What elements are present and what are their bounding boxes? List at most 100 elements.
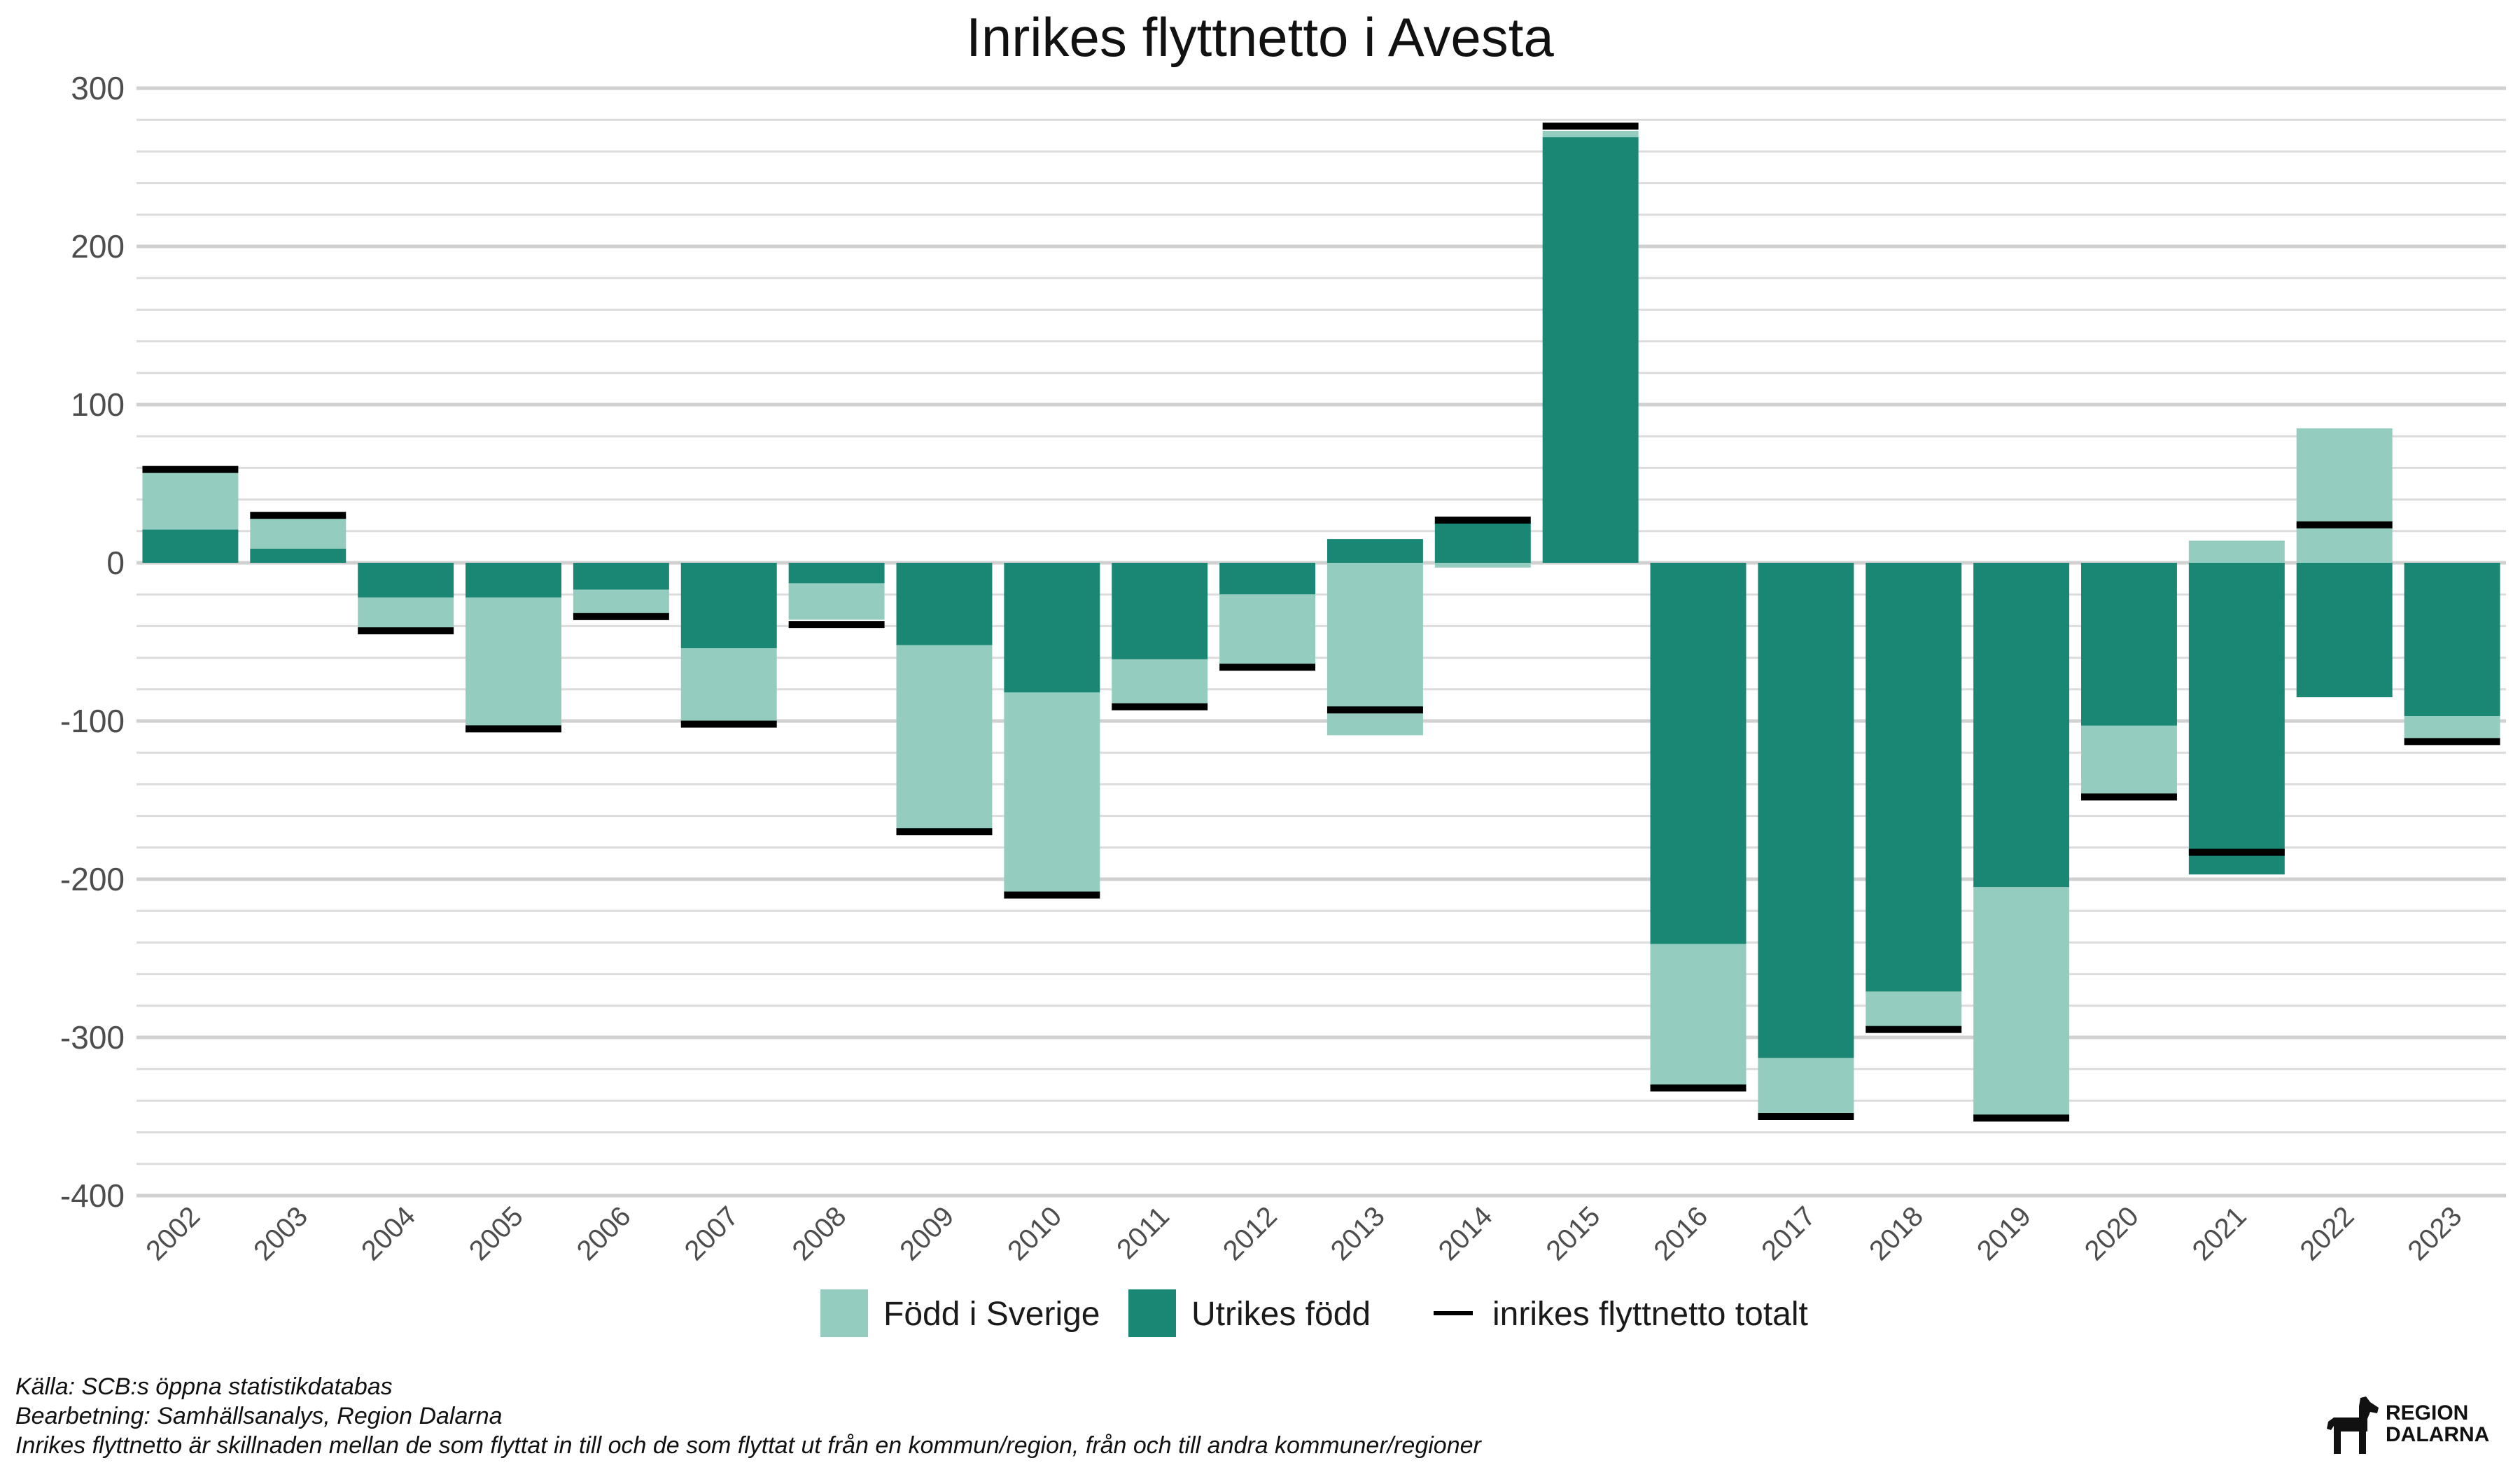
x-axis: 2002 2003 2004 2005 2006 2007 2008 2009 2010 2011…: [140, 1200, 2468, 1266]
processing-caption: Bearbetning: Samhällsanalys, Region Dala…: [15, 1403, 503, 1429]
bar-utrikes-fodd: [2081, 563, 2177, 726]
bar-fodd-i-sverige: [1542, 131, 1639, 138]
logo-line2: DALARNA: [2386, 1423, 2490, 1446]
y-tick-label: -300: [60, 1019, 125, 1056]
bar-fodd-i-sverige: [142, 472, 239, 530]
legend-label-total: inrikes flyttnetto totalt: [1492, 1296, 1808, 1333]
total-marker: [1219, 664, 1316, 671]
total-marker: [142, 465, 239, 473]
bar-fodd-i-sverige: [1973, 887, 2070, 1119]
total-marker: [788, 621, 885, 629]
legend-key-fodd-i-sverige: [820, 1289, 868, 1337]
total-marker: [1865, 1026, 1962, 1033]
bar-utrikes-fodd: [788, 563, 885, 584]
legend-key-utrikes-fodd: [1128, 1289, 1176, 1337]
y-tick-label: -200: [60, 861, 125, 897]
total-marker: [2404, 738, 2500, 746]
bar-utrikes-fodd: [1004, 563, 1100, 693]
bar-utrikes-fodd: [250, 548, 346, 563]
y-tick-label: -100: [60, 703, 125, 739]
bar-fodd-i-sverige: [1434, 563, 1531, 568]
total-marker: [250, 512, 346, 519]
total-marker: [2081, 793, 2177, 801]
bar-utrikes-fodd: [573, 563, 669, 590]
y-tick-label: 200: [71, 228, 125, 265]
bar-utrikes-fodd: [1973, 563, 2070, 888]
bar-utrikes-fodd: [142, 529, 239, 563]
bar-fodd-i-sverige: [1650, 944, 1746, 1087]
x-tick-label: 2020: [2079, 1200, 2145, 1266]
total-marker: [896, 828, 993, 836]
total-marker: [2188, 848, 2285, 856]
total-marker: [680, 720, 777, 728]
bar-fodd-i-sverige: [2296, 428, 2393, 563]
x-tick-label: 2002: [140, 1200, 206, 1266]
x-tick-label: 2019: [1971, 1200, 2037, 1266]
bar-utrikes-fodd: [1758, 563, 1854, 1058]
x-tick-label: 2023: [2402, 1200, 2468, 1266]
x-tick-label: 2006: [571, 1200, 637, 1266]
bar-utrikes-fodd: [465, 563, 561, 598]
bar-utrikes-fodd: [1434, 522, 1531, 563]
total-marker: [573, 612, 669, 620]
total-marker: [1112, 703, 1208, 710]
bars: [142, 131, 2500, 1119]
legend-key-total: [1434, 1311, 1473, 1315]
bar-fodd-i-sverige: [1865, 991, 1962, 1028]
logo-line1: REGION: [2386, 1401, 2469, 1424]
bar-fodd-i-sverige: [1004, 692, 1100, 895]
bar-fodd-i-sverige: [1219, 594, 1316, 666]
bar-utrikes-fodd: [680, 563, 777, 649]
bar-fodd-i-sverige: [1112, 659, 1208, 704]
y-tick-label: 300: [71, 70, 125, 106]
dala-horse-icon: [2327, 1396, 2379, 1454]
x-tick-label: 2013: [1325, 1200, 1391, 1266]
legend: Född i Sverige Utrikes född inrikes flyttn…: [820, 1289, 1808, 1337]
x-tick-label: 2015: [1540, 1200, 1606, 1266]
total-marker: [1650, 1084, 1746, 1092]
x-tick-label: 2003: [248, 1200, 314, 1266]
legend-label-utrikes-fodd: Utrikes född: [1191, 1296, 1371, 1333]
x-tick-label: 2007: [679, 1200, 745, 1266]
bar-fodd-i-sverige: [2404, 716, 2500, 741]
total-marker: [1758, 1113, 1854, 1120]
bar-utrikes-fodd: [1542, 137, 1639, 563]
x-tick-label: 2021: [2187, 1200, 2253, 1266]
x-tick-label: 2004: [356, 1200, 421, 1266]
x-tick-label: 2008: [786, 1200, 852, 1266]
bar-utrikes-fodd: [2188, 563, 2285, 875]
bar-fodd-i-sverige: [680, 648, 777, 723]
bar-fodd-i-sverige: [358, 597, 454, 629]
bar-fodd-i-sverige: [1758, 1058, 1854, 1114]
y-axis: 300 200 100 0 -100 -200 -300 -400: [60, 70, 125, 1214]
x-tick-label: 2018: [1863, 1200, 1929, 1266]
note-caption: Inrikes flyttnetto är skillnaden mellan …: [15, 1432, 1481, 1459]
legend-label-fodd-i-sverige: Född i Sverige: [883, 1296, 1100, 1333]
x-tick-label: 2005: [463, 1200, 529, 1266]
bar-fodd-i-sverige: [2188, 540, 2285, 563]
x-tick-label: 2017: [1756, 1200, 1821, 1266]
chart-title: Inrikes flyttnetto i Avesta: [966, 6, 1554, 68]
bar-utrikes-fodd: [1219, 563, 1316, 595]
bar-utrikes-fodd: [1112, 563, 1208, 659]
total-marker: [1973, 1114, 2070, 1122]
source-caption: Källa: SCB:s öppna statistikdatabas: [15, 1373, 393, 1400]
bar-utrikes-fodd: [2404, 563, 2500, 717]
bar-fodd-i-sverige: [250, 518, 346, 549]
chart: Inrikes flyttnetto i Avesta 300 200 100 0 -1…: [60, 6, 2506, 1337]
total-marker: [1434, 516, 1531, 524]
y-tick-label: -400: [60, 1177, 125, 1214]
total-marker: [2296, 521, 2393, 528]
x-tick-label: 2012: [1217, 1200, 1283, 1266]
bar-utrikes-fodd: [1865, 563, 1962, 992]
total-marker: [1004, 891, 1100, 899]
total-marker: [1326, 706, 1423, 714]
bar-fodd-i-sverige: [465, 597, 561, 729]
region-dalarna-logo: REGION DALARNA: [2324, 1390, 2506, 1460]
x-tick-label: 2016: [1648, 1200, 1714, 1266]
bar-fodd-i-sverige: [896, 645, 993, 832]
x-tick-label: 2011: [1111, 1200, 1175, 1265]
bar-utrikes-fodd: [1650, 563, 1746, 944]
bar-fodd-i-sverige: [2081, 725, 2177, 794]
total-marker: [358, 627, 454, 635]
